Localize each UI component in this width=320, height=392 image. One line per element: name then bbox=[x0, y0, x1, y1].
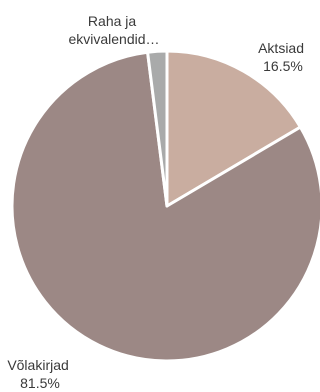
slice-label-aktsiad: Aktsiad 16.5% bbox=[258, 40, 308, 74]
slice-label-volakirjad-value: 81.5% bbox=[20, 375, 60, 391]
slice-label-aktsiad-name: Aktsiad bbox=[258, 40, 304, 56]
pie-slices bbox=[10, 49, 320, 363]
slice-label-volakirjad: Võlakirjad 81.5% bbox=[7, 357, 72, 391]
slice-label-raha-line2: ekvivalendid… bbox=[68, 31, 159, 47]
slice-label-raha-line1: Raha ja bbox=[88, 13, 136, 29]
slice-label-aktsiad-value: 16.5% bbox=[263, 58, 303, 74]
pie-slice-raha-ja-ekvivalendid bbox=[146, 49, 169, 208]
pie-slice-aktsiad bbox=[165, 49, 302, 208]
slice-label-raha: Raha ja ekvivalendid… bbox=[68, 13, 159, 47]
slice-label-volakirjad-name: Võlakirjad bbox=[7, 357, 68, 373]
